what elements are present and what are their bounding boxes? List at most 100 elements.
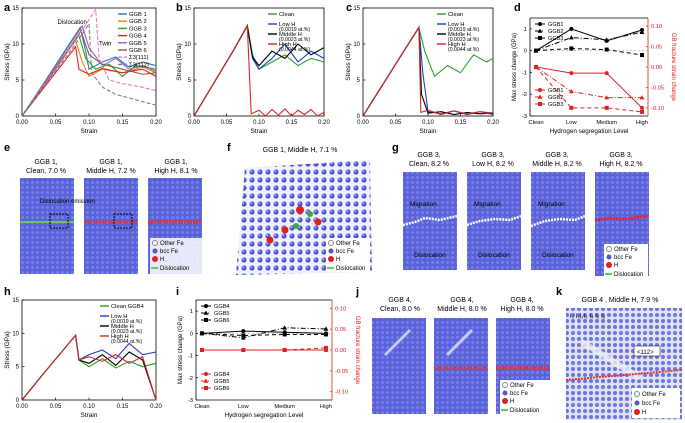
dislocation-emission-note: Dislocation emission — [40, 199, 95, 205]
data-point — [569, 71, 574, 76]
data-point — [323, 326, 329, 331]
y-tick-label: 0 — [524, 49, 527, 55]
panel-label-h: h — [4, 286, 11, 298]
series-line-ggb3-right — [535, 66, 643, 113]
data-point — [534, 48, 538, 53]
legend-sublabel: (0.0019 at.%) — [111, 319, 142, 325]
panel-g-caption: GGB 3, — [417, 152, 440, 159]
data-point — [324, 332, 328, 337]
series-line-ggb-4 — [21, 45, 157, 117]
data-point — [569, 105, 574, 110]
x-tick-label: 0.10 — [422, 120, 434, 126]
series-line-high-h — [21, 334, 157, 401]
data-point — [640, 105, 644, 110]
x-tick-label: 0.10 — [253, 120, 265, 126]
y-tick-label: 10 — [353, 42, 360, 48]
twin-band — [445, 328, 474, 357]
panel-label-f: f — [227, 142, 231, 154]
legend-other-fe: Other Fe — [614, 247, 638, 253]
legend-bcc-fe: bcc Fe — [642, 401, 661, 407]
series-line-ggb6-left — [201, 332, 326, 337]
bcc-fe-marker — [606, 254, 612, 260]
hydrogen-atom — [314, 218, 322, 226]
panel-e-caption-3b: High H, 8.1 % — [154, 168, 197, 175]
panel-e-caption-3: GGB 1, — [164, 159, 187, 166]
other-fe-marker — [152, 240, 158, 246]
data-point — [324, 345, 328, 350]
x-axis-label: Strain — [81, 128, 98, 135]
annotation-twin: Twin — [99, 41, 111, 47]
legend-label: High H — [111, 334, 129, 340]
panel-g-legend: Other Fe bcc Fe H Dislocation — [604, 244, 648, 278]
x-tick-label: 0.00 — [357, 120, 369, 126]
data-point — [200, 348, 204, 352]
series-line-ggb-1 — [21, 26, 157, 117]
y-tick-label: -3 — [188, 398, 193, 404]
y-tick-label: 15 — [184, 6, 191, 12]
panel-label-a: a — [4, 2, 11, 14]
other-fe-marker — [502, 382, 508, 388]
bcc-fe-marker — [152, 248, 158, 254]
legend-marker — [203, 310, 209, 315]
x-tick-label: 0.20 — [150, 120, 162, 126]
hydrogen-atom — [281, 226, 289, 234]
legend-label: GGB 1 — [129, 12, 147, 18]
y-tick-label: 5 — [188, 78, 192, 84]
panel-k-legend: Other Fe bcc Fe H — [632, 388, 680, 418]
legend-h: H — [510, 399, 514, 405]
other-fe-marker — [606, 246, 612, 252]
panel-j-caption: Middle H, 8.0 % — [437, 306, 486, 313]
y-right-tick-label: 0.10 — [335, 306, 346, 312]
y-tick-label: 0 — [190, 331, 193, 337]
y-tick-label: -1 — [188, 354, 193, 360]
x-tick-label: Clean — [528, 120, 543, 126]
y-tick-label: 15 — [353, 6, 360, 12]
series-line-ggb-6 — [21, 29, 157, 117]
panel-label-c: c — [346, 2, 352, 14]
series-line-high-h — [193, 24, 325, 117]
data-point — [604, 105, 609, 110]
h-marker — [502, 398, 508, 404]
panel-j-caption: GGB 4, — [510, 297, 533, 304]
legend-label: GGB6 — [214, 386, 230, 392]
x-tick-label: 0.05 — [50, 120, 62, 126]
panel-label-j: j — [355, 286, 359, 298]
legend-label: GGB 5 — [129, 41, 147, 47]
legend-marker — [538, 88, 542, 92]
y-tick-label: -2 — [522, 92, 527, 98]
highlight-box — [113, 213, 133, 229]
sim-box-middle-h — [531, 172, 585, 270]
legend-other-fe: Other Fe — [642, 392, 666, 398]
legend-label: Low H — [448, 22, 464, 28]
x-tick-label: Medium — [596, 120, 617, 126]
x-tick-label: 0.15 — [117, 404, 129, 410]
y-axis-label: Max stress change (GPa) — [512, 33, 518, 101]
panel-e-caption-1b: Clean, 7.0 % — [26, 168, 66, 175]
legend-label: High H — [279, 42, 297, 48]
sim-box-middle-h — [434, 318, 488, 414]
y-right-tick-label: 0.10 — [651, 24, 662, 30]
y-axis-label: Max stress change (GPa) — [178, 316, 184, 384]
series-line--3-112- — [21, 22, 157, 117]
y-tick-label: 1 — [190, 309, 193, 315]
data-point — [639, 29, 645, 34]
legend-marker — [204, 318, 208, 322]
legend-h: H — [160, 257, 164, 263]
y-tick-label: 10 — [12, 331, 19, 337]
chart-c-stress-strain: 0.00 0.05 0.10 0.15 0.20 0 5 10 15 Strain Stress (… — [345, 6, 499, 135]
sim-box-clean — [20, 178, 74, 274]
dislocation-label: Dislocation — [478, 252, 510, 259]
h-marker — [606, 262, 612, 268]
panel-j-caption: GGB 4, — [388, 297, 411, 304]
legend-label: Clean — [279, 12, 294, 18]
annotation-dislocation: Dislocation — [58, 20, 87, 26]
sim-box-clean — [372, 318, 426, 414]
dislocation-label: Dislocation — [542, 252, 574, 259]
hydrogen-band — [565, 369, 683, 381]
panel-label-e: e — [4, 142, 10, 154]
legend-label: Clean GGB4 — [111, 304, 145, 310]
panel-j-caption: Clean, 8.0 % — [380, 306, 420, 313]
x-tick-label: 0.20 — [150, 404, 162, 410]
x-tick-label: Medium — [274, 404, 295, 410]
panel-f-legend: Other Fe bcc Fe H Dislocation — [326, 238, 370, 272]
